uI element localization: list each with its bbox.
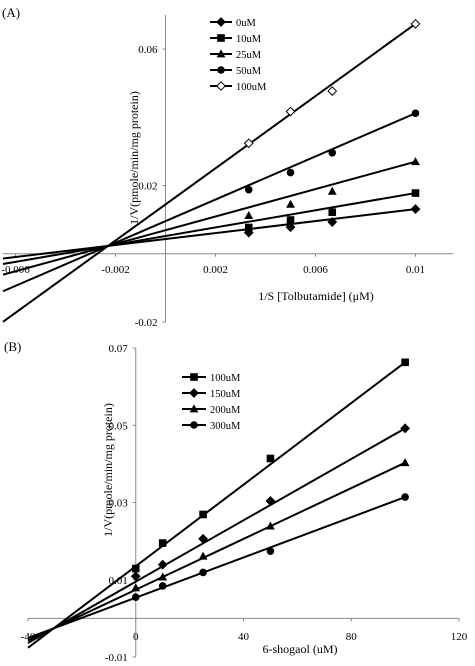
x-tick-label: 0.006 bbox=[303, 264, 328, 276]
legend-label: 300uM bbox=[210, 421, 241, 432]
data-point-10uM bbox=[244, 223, 253, 232]
data-point-100uM bbox=[266, 454, 275, 463]
data-point-300uM bbox=[266, 547, 275, 555]
data-point-100uM bbox=[158, 539, 167, 547]
data-point-300uM bbox=[401, 493, 409, 501]
x-axis-label: 1/S [Tolbutamide] (μM) bbox=[258, 289, 374, 303]
data-point-100uM bbox=[243, 138, 254, 149]
legend-label: 10uM bbox=[236, 34, 262, 45]
legend-label: 150uM bbox=[210, 389, 241, 400]
series-line-25uM bbox=[2, 160, 416, 276]
y-tick-label: 0.02 bbox=[138, 181, 157, 193]
x-tick-label: 0 bbox=[133, 631, 139, 643]
legend-label: 0uM bbox=[236, 18, 257, 29]
data-point-50uM bbox=[286, 168, 295, 177]
x-tick-label: 80 bbox=[346, 631, 358, 643]
legend-marker bbox=[189, 388, 199, 398]
data-point-10uM bbox=[286, 216, 295, 224]
x-tick-label: 0.01 bbox=[406, 264, 425, 276]
legend-marker bbox=[216, 81, 226, 91]
series-line-50uM bbox=[2, 112, 416, 293]
data-point-10uM bbox=[411, 189, 420, 197]
data-point-25uM bbox=[411, 157, 420, 166]
series-line-200uM bbox=[27, 461, 406, 642]
legend: 100uM 150uM 200uM 300uM bbox=[182, 373, 241, 432]
y-tick-label: 0.07 bbox=[109, 343, 129, 355]
legend-label: 50uM bbox=[236, 66, 262, 77]
legend-marker bbox=[190, 373, 198, 381]
y-tick-label: -0.02 bbox=[135, 317, 158, 329]
legend-label: 25uM bbox=[236, 50, 262, 61]
data-point-200uM bbox=[400, 458, 410, 467]
data-point-100uM bbox=[327, 86, 338, 96]
legend: 0uM 10uM 25uM 50uM 100uM bbox=[210, 17, 267, 93]
legend-label: 100uM bbox=[236, 82, 267, 93]
data-point-300uM bbox=[131, 593, 140, 601]
data-point-10uM bbox=[328, 208, 337, 216]
data-point-150uM bbox=[400, 423, 411, 434]
data-point-25uM bbox=[327, 186, 337, 195]
data-point-150uM bbox=[265, 496, 276, 506]
data-point-50uM bbox=[328, 149, 337, 157]
data-point-100uM bbox=[401, 358, 409, 367]
data-point-0uM bbox=[327, 217, 338, 227]
panel-b: (B)-4004080120-0.010.010.030.050.076-sho… bbox=[4, 339, 468, 664]
legend-marker bbox=[189, 404, 199, 413]
y-tick-label: 0.05 bbox=[109, 420, 129, 432]
data-point-300uM bbox=[199, 568, 207, 577]
x-tick-label: 120 bbox=[451, 631, 468, 643]
data-point-0uM bbox=[410, 204, 421, 214]
x-tick-label: 40 bbox=[238, 631, 250, 643]
data-point-150uM bbox=[157, 559, 168, 570]
legend-marker bbox=[216, 17, 226, 27]
data-point-100uM bbox=[285, 106, 296, 117]
data-point-150uM bbox=[130, 571, 141, 582]
data-point-300uM bbox=[158, 582, 167, 590]
y-tick-label: 0.03 bbox=[109, 498, 129, 510]
data-point-100uM bbox=[410, 18, 421, 29]
x-tick-label: -0.002 bbox=[101, 264, 129, 276]
data-point-200uM bbox=[198, 551, 208, 560]
data-point-100uM bbox=[131, 564, 140, 573]
panel-label: (B) bbox=[4, 339, 21, 354]
series-line-300uM bbox=[27, 496, 406, 639]
x-axis-label: 6-shogaol (uM) bbox=[263, 642, 338, 656]
data-point-200uM bbox=[266, 521, 275, 530]
x-tick-label: 0.002 bbox=[203, 264, 228, 276]
data-point-200uM bbox=[131, 583, 141, 592]
data-point-200uM bbox=[158, 572, 168, 581]
legend-marker bbox=[217, 66, 225, 74]
series-line-0uM bbox=[2, 208, 416, 260]
y-axis-label: 1/V(pmole/min/mg protein) bbox=[101, 403, 115, 537]
legend-marker bbox=[217, 34, 225, 42]
legend-marker bbox=[216, 49, 226, 58]
legend-marker bbox=[190, 421, 198, 429]
legend-label: 100uM bbox=[210, 373, 241, 384]
data-point-50uM bbox=[244, 185, 253, 194]
data-point-50uM bbox=[411, 109, 420, 118]
legend-label: 200uM bbox=[210, 405, 241, 416]
y-tick-label: -0.01 bbox=[105, 652, 128, 664]
data-point-150uM bbox=[198, 533, 209, 544]
data-point-0uM bbox=[285, 222, 296, 233]
data-point-100uM bbox=[199, 510, 207, 519]
series-line-10uM bbox=[2, 192, 416, 265]
panel-a: (A)-0.006 -0.002 0.002 0.006 0.01-0.020.020.… bbox=[1, 5, 453, 329]
panel-label: (A) bbox=[2, 5, 20, 20]
series-line-100uM bbox=[27, 361, 406, 649]
y-axis-label: 1/V(pmole/min/mg protein) bbox=[127, 91, 141, 225]
data-point-25uM bbox=[244, 210, 254, 219]
series-line-150uM bbox=[27, 427, 406, 644]
series-line-100uM bbox=[2, 23, 417, 323]
y-tick-label: 0.06 bbox=[138, 44, 158, 56]
data-point-25uM bbox=[286, 199, 295, 208]
